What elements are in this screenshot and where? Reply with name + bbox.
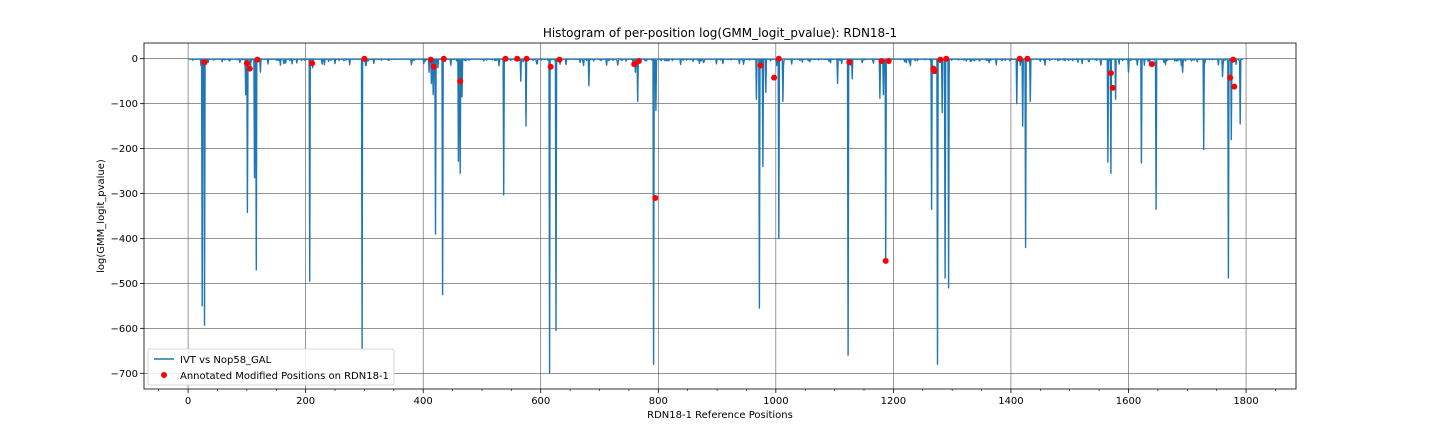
modified-position-point <box>502 55 509 62</box>
modified-position-point <box>254 56 261 63</box>
modified-position-point <box>1230 56 1237 63</box>
x-tick-label: 1800 <box>1233 396 1258 407</box>
legend-entry-line: IVT vs Nop58_GAL <box>180 355 272 366</box>
y-tick-label: −300 <box>111 189 138 200</box>
x-tick-label: 1600 <box>1116 396 1141 407</box>
y-tick-label: −100 <box>111 99 138 110</box>
modified-position-point <box>430 63 437 70</box>
modified-position-point <box>757 62 764 69</box>
chart-title: Histogram of per-position log(GMM_logit_… <box>543 26 897 40</box>
modified-position-point <box>882 257 889 264</box>
modified-position-point <box>775 55 782 62</box>
legend-box <box>147 348 395 386</box>
modified-position-point <box>514 55 521 62</box>
modified-position-point <box>1024 55 1031 62</box>
series-ivt-vs-nop58-gal <box>188 58 1244 374</box>
x-tick-label: 800 <box>649 396 668 407</box>
modified-position-point <box>246 65 253 72</box>
series-annotated-modified-positions <box>201 55 1238 264</box>
x-tick-label: 1400 <box>998 396 1023 407</box>
y-axis-label: log(GMM_logit_pvalue) <box>96 159 107 273</box>
legend-entry-points: Annotated Modified Positions on RDN18-1 <box>180 371 389 382</box>
modified-position-point <box>635 58 642 64</box>
modified-position-point <box>631 61 638 68</box>
modified-position-point <box>556 56 563 63</box>
x-tick-label: 200 <box>296 396 315 407</box>
modified-position-point <box>878 58 885 64</box>
modified-position-point <box>1107 70 1114 77</box>
series-line-path <box>188 58 1244 374</box>
y-tick-label: −400 <box>111 234 138 245</box>
modified-position-point <box>523 55 530 62</box>
modified-position-point <box>243 60 250 67</box>
modified-position-point <box>1227 74 1234 81</box>
modified-position-point <box>547 63 554 70</box>
modified-position-point <box>361 55 368 62</box>
x-tick-label: 600 <box>531 396 550 407</box>
x-tick-label: 1000 <box>763 396 788 407</box>
modified-position-point <box>1109 84 1116 91</box>
legend-dot-swatch <box>161 372 167 378</box>
modified-position-point <box>309 60 316 67</box>
modified-position-point <box>652 195 659 201</box>
y-axis: 0 −100 −200 −300 −400 −500 −600 −700 <box>111 54 144 380</box>
y-tick-label: −600 <box>111 324 138 335</box>
grid <box>144 43 1296 389</box>
x-axis-label: RDN18-1 Reference Positions <box>647 410 793 421</box>
y-tick-label: −200 <box>111 144 138 155</box>
x-tick-label: 1200 <box>881 396 906 407</box>
modified-position-point <box>1231 83 1238 90</box>
modified-position-point <box>201 59 208 66</box>
modified-position-point <box>771 74 778 81</box>
y-tick-label: −500 <box>111 279 138 290</box>
x-tick-label: 0 <box>185 396 191 407</box>
legend: IVT vs Nop58_GAL Annotated Modified Posi… <box>147 348 395 386</box>
modified-position-point <box>943 55 950 62</box>
modified-position-point <box>937 56 944 63</box>
modified-position-point <box>846 59 853 66</box>
modified-position-point <box>931 68 938 75</box>
x-tick-label: 400 <box>414 396 433 407</box>
modified-position-point <box>1016 55 1023 62</box>
modified-position-point <box>427 56 434 63</box>
plot-frame <box>143 42 1297 390</box>
modified-position-point <box>440 55 447 62</box>
y-tick-label: 0 <box>132 54 138 65</box>
y-tick-label: −700 <box>111 369 138 380</box>
modified-position-point <box>1149 61 1155 68</box>
modified-position-point <box>885 58 892 64</box>
modified-position-point <box>457 78 464 85</box>
x-axis: 0 200 400 600 800 1000 1200 1400 1600 1800 <box>158 389 1276 407</box>
